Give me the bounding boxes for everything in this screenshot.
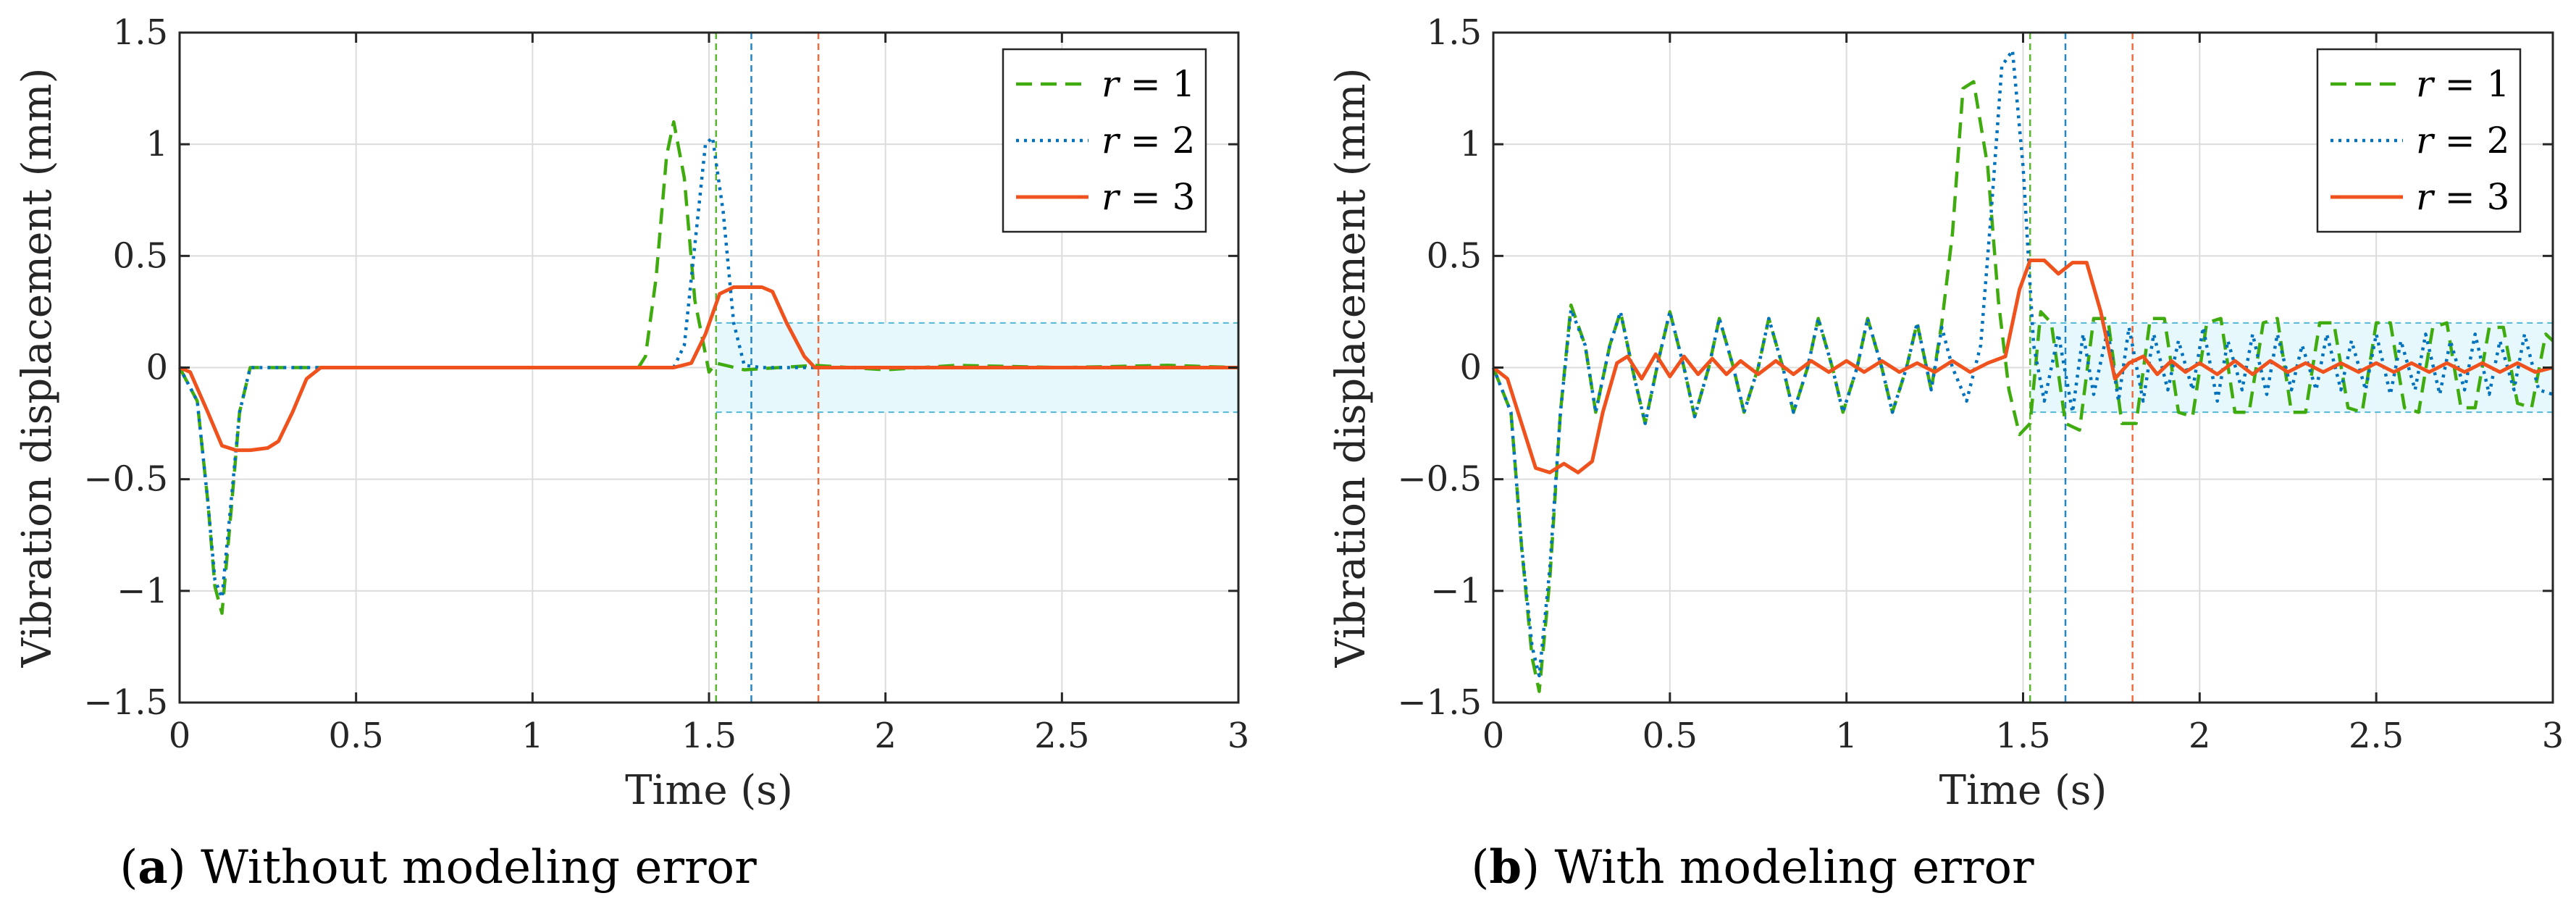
panel-a-legend: r = 1 r = 2 r = 3 <box>1002 48 1207 233</box>
panel-a-xtick-label-2: 1 <box>521 716 544 756</box>
panel-b-legend-box <box>2316 48 2522 233</box>
panel-a-ytick-label-0: −1.5 <box>83 682 168 723</box>
panel-b-ytick-label-4: 0.5 <box>1427 235 1482 276</box>
panel-a-xtick-label-6: 3 <box>1228 716 1250 756</box>
panel-a-series-r2-line <box>178 135 1238 600</box>
caption-a-text: Without modeling error <box>185 841 757 894</box>
panel-b-y-axis-label: Vibration displacement (mm) <box>1327 67 1375 668</box>
panel-a-xtick-label-3: 1.5 <box>681 716 737 756</box>
panel-b-ytick-label-5: 1 <box>1459 124 1482 164</box>
panel-b-series-r3-line <box>1492 259 2554 474</box>
panel-a-ytick-label-2: −0.5 <box>83 459 168 500</box>
panel-b-ytick-label-2: −0.5 <box>1397 459 1482 500</box>
panel-b-ytick-label-3: 0 <box>1459 348 1482 388</box>
panel-b-legend-label-r2: r = 2 <box>2416 120 2509 162</box>
panel-b-xtick-label-4: 2 <box>2189 716 2211 756</box>
panel-a-xtick-label-4: 2 <box>874 716 897 756</box>
panel-a-xtick-label-0: 0 <box>169 716 191 756</box>
panel-a-ytick-label-1: −1 <box>117 571 168 611</box>
panel-a-ytick-label-3: 0 <box>146 348 168 388</box>
panel-a-ytick-label-5: 1 <box>146 124 168 164</box>
panel-a-x-axis-label: Time (s) <box>625 767 793 814</box>
panel-b-xtick-label-3: 1.5 <box>1995 716 2050 756</box>
panel-a-xtick-label-5: 2.5 <box>1034 716 1089 756</box>
panel-b-ytick-label-6: 1.5 <box>1427 12 1482 53</box>
panel-a-legend-label-r1: r = 1 <box>1102 63 1195 105</box>
panel-b-xtick-label-6: 3 <box>2542 716 2564 756</box>
panel-a-chart: 0 0.5 1 1.5 2 2.5 3 −1.5 −1 −0.5 0 0.5 1 1.5 Time (s) V… <box>14 12 1249 814</box>
panel-b-xtick-label-5: 2.5 <box>2349 716 2404 756</box>
panel-a-y-axis-label: Vibration displacement (mm) <box>14 67 61 668</box>
caption-b-text: With modeling error <box>1540 841 2034 894</box>
panel-b-chart: 0 0.5 1 1.5 2 2.5 3 −1.5 −1 −0.5 0 0.5 1 1.5 Time (s) V… <box>1327 12 2564 814</box>
panel-b-series-r2-line <box>1491 49 2554 678</box>
panel-a-legend-label-r3: r = 3 <box>1102 176 1195 218</box>
panel-a-xtick-label-1: 0.5 <box>328 716 383 756</box>
panel-b-xtick-label-0: 0 <box>1482 716 1505 756</box>
panel-b-xtick-label-1: 0.5 <box>1642 716 1698 756</box>
panel-a-legend-label-r2: r = 2 <box>1102 120 1195 162</box>
caption-panel-a: (a) Without modeling error <box>119 840 757 894</box>
panel-b-legend: r = 1 r = 2 r = 3 <box>2316 48 2522 233</box>
panel-a-legend-box <box>1002 48 1207 233</box>
panel-a-ytick-label-6: 1.5 <box>113 12 168 53</box>
caption-b-letter: b <box>1489 840 1522 894</box>
panel-b-legend-label-r1: r = 1 <box>2416 63 2509 105</box>
caption-panel-b: (b) With modeling error <box>1471 840 2034 894</box>
panel-a-ytick-label-4: 0.5 <box>113 235 168 276</box>
panel-b-ytick-label-1: −1 <box>1430 571 1482 611</box>
panel-b-ytick-label-0: −1.5 <box>1397 682 1482 723</box>
panel-b-series-r1-line <box>1491 80 2554 693</box>
panel-b-legend-label-r3: r = 3 <box>2416 176 2509 218</box>
panel-b-xtick-label-2: 1 <box>1835 716 1858 756</box>
panel-a-series-r3-line <box>179 285 1238 453</box>
caption-a-letter: a <box>138 840 168 894</box>
panel-b-x-axis-label: Time (s) <box>1939 767 2107 814</box>
